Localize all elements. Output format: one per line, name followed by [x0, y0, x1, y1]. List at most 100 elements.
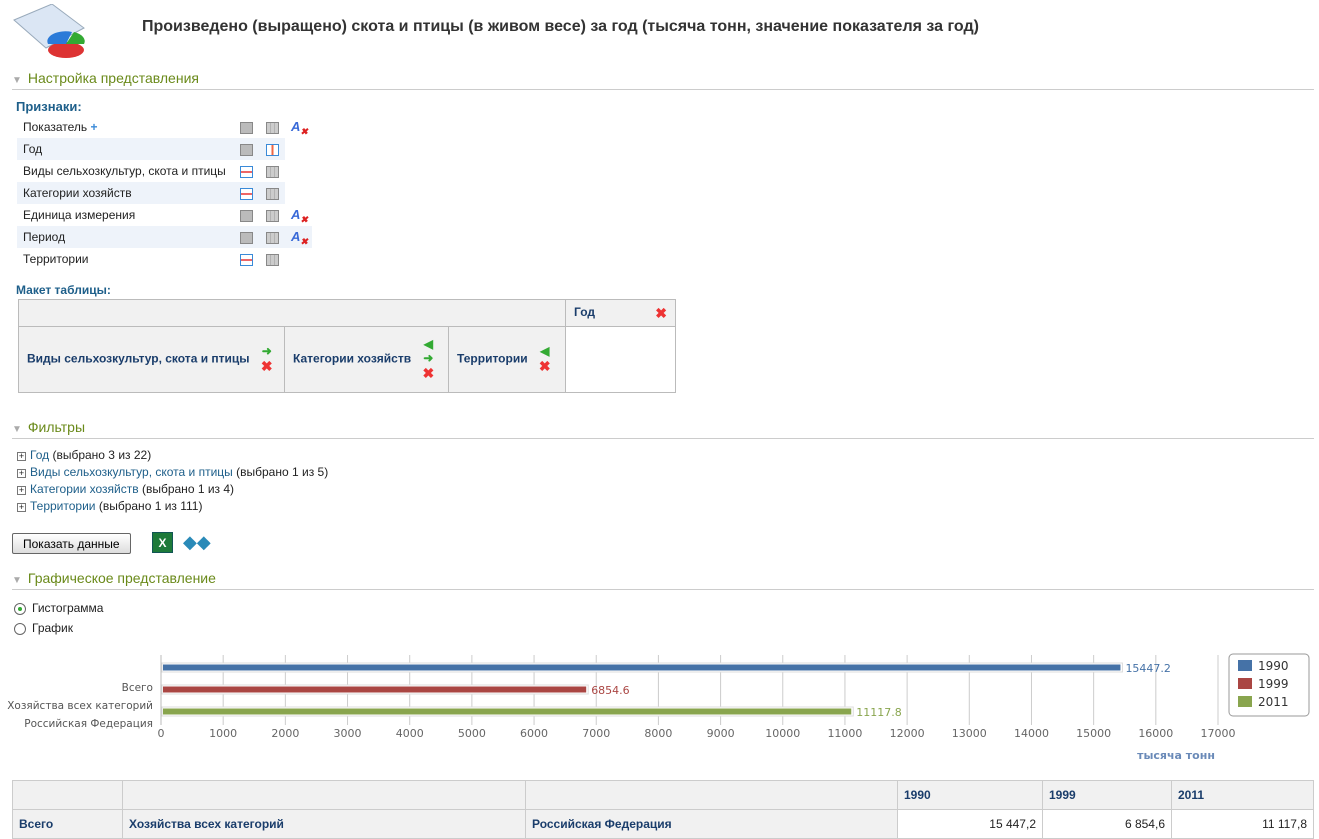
- legend-swatch: [1238, 696, 1252, 707]
- row-placement-icon[interactable]: [240, 231, 253, 244]
- legend-swatch: [1238, 660, 1252, 671]
- filter-link[interactable]: Виды сельхозкультур, скота и птицы: [30, 465, 233, 479]
- y-category-label: Российская Федерация: [24, 718, 153, 730]
- y-category-label: Всего: [122, 682, 153, 694]
- column-placement-icon[interactable]: [266, 165, 279, 178]
- bar-2011[interactable]: [163, 708, 852, 715]
- x-tick-label: 10000: [765, 727, 800, 740]
- clear-format-icon[interactable]: A✖: [291, 207, 308, 225]
- section-settings[interactable]: ▼ Настройка представления: [12, 70, 1314, 90]
- attribute-row[interactable]: Территории: [17, 248, 285, 270]
- filter-item[interactable]: + Виды сельхозкультур, скота и птицы (выб…: [17, 465, 328, 479]
- column-placement-icon[interactable]: [266, 231, 279, 244]
- x-tick-label: 2000: [271, 727, 299, 740]
- radio-line[interactable]: График: [14, 621, 73, 635]
- col-header: 2011: [1171, 780, 1314, 810]
- radio-icon[interactable]: [14, 602, 26, 615]
- move-right-icon[interactable]: ➜: [261, 344, 272, 358]
- row-placement-icon[interactable]: [240, 121, 253, 134]
- expand-plus-icon[interactable]: +: [17, 485, 26, 495]
- column-placement-icon[interactable]: [266, 187, 279, 200]
- column-placement-icon[interactable]: [266, 253, 279, 266]
- cell-value: 11 117,8: [1171, 809, 1314, 839]
- col-header: 1990: [897, 780, 1043, 810]
- layout-row-kinds: Виды сельхозкультур, скота и птицы: [27, 351, 250, 366]
- x-tick-label: 15000: [1076, 727, 1111, 740]
- page-title: Произведено (выращено) скота и птицы (в …: [142, 18, 979, 35]
- radio-icon[interactable]: [14, 622, 26, 635]
- clear-format-icon[interactable]: A✖: [291, 119, 308, 137]
- move-right-icon[interactable]: ➜: [423, 351, 434, 365]
- legend-item[interactable]: 1999: [1258, 677, 1289, 691]
- section-graph[interactable]: ▼ Графическое представление: [12, 570, 1314, 590]
- attribute-row[interactable]: Единица измерения A✖: [17, 204, 312, 226]
- add-icon[interactable]: +: [90, 120, 98, 134]
- filter-link[interactable]: Территории: [30, 499, 96, 513]
- row-header: Российская Федерация: [525, 809, 898, 839]
- bar-1999[interactable]: [163, 686, 587, 693]
- filter-info: (выбрано 1 из 111): [98, 499, 203, 513]
- remove-icon[interactable]: ✖: [538, 358, 551, 374]
- col-header: 1999: [1042, 780, 1172, 810]
- legend-item[interactable]: 1990: [1258, 659, 1289, 673]
- bar-chart: 0 1000 2000 3000 4000 5000 6000 7000 8000 9000 100…: [7, 653, 1310, 762]
- x-tick-label: 13000: [952, 727, 987, 740]
- x-tick-label: 16000: [1138, 727, 1173, 740]
- column-placement-icon[interactable]: [266, 209, 279, 222]
- x-axis-title: тысяча тонн: [1137, 749, 1215, 762]
- x-tick-label: 5000: [458, 727, 486, 740]
- row-placement-icon[interactable]: [240, 143, 253, 156]
- filter-item[interactable]: + Категории хозяйств (выбрано 1 из 4): [17, 482, 234, 496]
- filter-item[interactable]: + Год (выбрано 3 из 22): [17, 448, 151, 462]
- column-placement-icon[interactable]: [266, 121, 279, 134]
- attribute-label: Территории: [23, 252, 89, 266]
- attribute-row[interactable]: Категории хозяйств: [17, 182, 285, 204]
- row-placement-icon[interactable]: [240, 187, 253, 200]
- attribute-row[interactable]: Показатель + A✖: [17, 116, 312, 138]
- row-placement-icon[interactable]: [240, 209, 253, 222]
- radio-histogram[interactable]: Гистограмма: [14, 601, 103, 615]
- row-placement-icon[interactable]: [240, 165, 253, 178]
- row-placement-icon[interactable]: [240, 253, 253, 266]
- section-header: Настройка представления: [27, 70, 199, 86]
- attribute-row[interactable]: Период A✖: [17, 226, 312, 248]
- x-tick-label: 12000: [890, 727, 925, 740]
- column-placement-icon[interactable]: [266, 143, 279, 156]
- collapse-triangle-icon: ▼: [12, 75, 22, 86]
- export-icon[interactable]: ◆◆: [183, 532, 211, 552]
- filter-link[interactable]: Категории хозяйств: [30, 482, 139, 496]
- attribute-row[interactable]: Год: [17, 138, 285, 160]
- filter-info: (выбрано 3 из 22): [52, 448, 152, 462]
- x-tick-label: 17000: [1201, 727, 1236, 740]
- bar-1990[interactable]: [163, 664, 1121, 671]
- collapse-triangle-icon: ▼: [12, 575, 22, 586]
- data-label: 15447.2: [1125, 662, 1171, 675]
- remove-icon[interactable]: ✖: [655, 304, 667, 321]
- remove-icon[interactable]: ✖: [260, 358, 273, 374]
- expand-plus-icon[interactable]: +: [17, 451, 26, 461]
- filter-link[interactable]: Год: [30, 448, 50, 462]
- attribute-row[interactable]: Виды сельхозкультур, скота и птицы: [17, 160, 285, 182]
- table-row: Всего Хозяйства всех категорий Российская …: [12, 809, 1314, 839]
- radio-label: График: [32, 621, 73, 635]
- filter-info: (выбрано 1 из 4): [141, 482, 235, 496]
- row-header: Всего: [12, 809, 123, 839]
- clear-format-icon[interactable]: A✖: [291, 229, 308, 247]
- attribute-label: Период: [23, 230, 66, 244]
- data-label: 6854.6: [591, 684, 630, 697]
- expand-plus-icon[interactable]: +: [17, 502, 26, 512]
- expand-plus-icon[interactable]: +: [17, 468, 26, 478]
- excel-export-icon[interactable]: X: [152, 532, 173, 553]
- section-filters[interactable]: ▼ Фильтры: [12, 419, 1314, 439]
- show-data-button[interactable]: Показать данные: [12, 533, 131, 554]
- move-left-icon[interactable]: ◀: [540, 344, 550, 358]
- layout-col-year: Год: [574, 304, 595, 319]
- radio-label: Гистограмма: [32, 601, 104, 615]
- layout-label: Макет таблицы:: [16, 283, 111, 297]
- filter-item[interactable]: + Территории (выбрано 1 из 111): [17, 499, 202, 513]
- x-tick-label: 9000: [707, 727, 735, 740]
- attribute-label: Показатель: [23, 120, 88, 134]
- legend-item[interactable]: 2011: [1258, 695, 1289, 709]
- remove-icon[interactable]: ✖: [422, 365, 435, 381]
- move-left-icon[interactable]: ◀: [423, 337, 433, 351]
